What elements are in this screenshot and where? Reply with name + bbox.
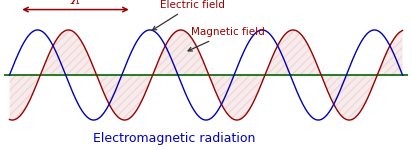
Text: Electric field: Electric field	[152, 0, 225, 30]
Text: Electromagnetic radiation: Electromagnetic radiation	[94, 132, 256, 145]
Text: λ: λ	[70, 0, 80, 7]
Text: Magnetic field: Magnetic field	[188, 27, 265, 51]
